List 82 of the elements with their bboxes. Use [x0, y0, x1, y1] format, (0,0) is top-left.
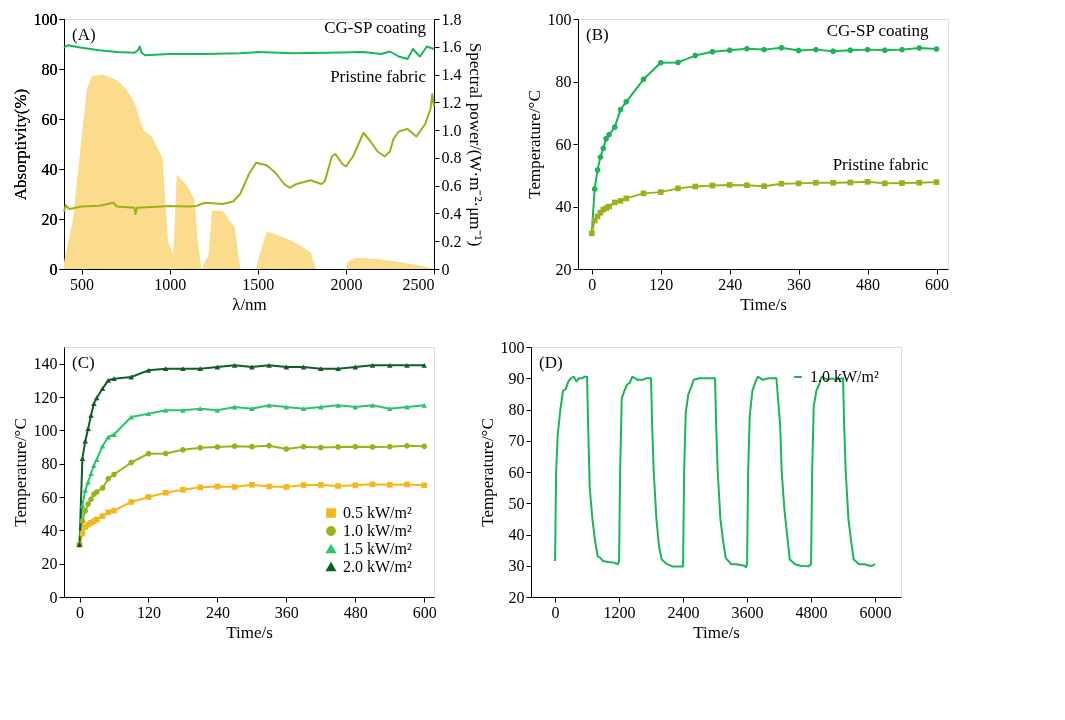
series-label: Pristine fabric — [330, 67, 427, 86]
y-tick-label: 30 — [508, 557, 525, 575]
x-tick-label: 240 — [718, 275, 743, 293]
y-tick-label: 100 — [547, 10, 572, 28]
y-tick-label: 80 — [508, 401, 525, 418]
x-tick-label: 360 — [274, 603, 299, 621]
x-tick-label: 500 — [70, 275, 95, 293]
y-tick-label: 20 — [508, 588, 525, 606]
y-tick-label: 40 — [41, 160, 58, 178]
y2-tick-label: 1.0 — [441, 121, 462, 139]
x-tick-label: 2000 — [330, 275, 363, 293]
legend-label: 2.0 kW/m² — [343, 558, 412, 575]
x-tick-label: 120 — [649, 275, 674, 293]
y-tick-label: 50 — [508, 494, 525, 512]
x-tick-label: 240 — [205, 603, 230, 621]
series-label: CG-SP coating — [324, 18, 427, 38]
x-tick-label: 480 — [856, 275, 881, 293]
y-tick-label: 40 — [508, 526, 525, 543]
y-tick-label: 80 — [41, 455, 58, 473]
y2-tick-label: 0 — [441, 260, 450, 278]
x-tick-label: 600 — [412, 603, 437, 621]
chart-title: (C) — [72, 353, 95, 372]
y-tick-label: 90 — [508, 369, 525, 387]
x-tick-label: 360 — [787, 275, 812, 293]
y-tick-label: 100 — [33, 421, 58, 439]
y-tick-label: 0 — [49, 588, 58, 606]
y2-tick-label: 0.6 — [441, 177, 462, 195]
y-tick-label: 40 — [555, 198, 572, 215]
legend-label: 1.5 kW/m² — [343, 540, 412, 557]
y-tick-label: 100 — [33, 10, 58, 28]
x-tick-label: 4800 — [795, 603, 828, 621]
y2-tick-label: 1.6 — [441, 38, 462, 56]
y-axis-title: Temperature/°C — [10, 418, 30, 527]
x-tick-label: 0 — [588, 275, 597, 293]
y2-tick-label: 1.4 — [441, 66, 462, 84]
x-axis-title: Time/s — [740, 294, 787, 314]
x-tick-label: 0 — [76, 603, 85, 621]
y-axis-title: Temperature/°C — [477, 418, 497, 527]
chart-title: (B) — [586, 25, 609, 44]
y-tick-label: 140 — [33, 355, 58, 373]
y2-tick-label: 0.8 — [441, 149, 462, 167]
y-tick-label: 80 — [41, 60, 58, 78]
y2-tick-label: 1.2 — [441, 93, 462, 111]
x-axis-title: Time/s — [693, 622, 740, 642]
legend-label: 1.0 kW/m² — [810, 368, 879, 385]
y2-axis-title: Spectral power/(W·m⁻²·μm⁻¹) — [465, 42, 485, 247]
y-tick-label: 60 — [555, 135, 572, 153]
x-tick-label: 480 — [343, 603, 368, 621]
series-label: Pristine fabric — [832, 154, 929, 174]
legend-label: 1.0 kW/m² — [343, 522, 412, 539]
y-axis-title: Temperature/°C — [524, 90, 544, 199]
y-tick-label: 80 — [555, 73, 572, 90]
y-tick-label: 20 — [41, 210, 58, 228]
x-tick-label: 600 — [925, 275, 950, 293]
x-tick-label: 2400 — [667, 603, 700, 621]
x-tick-label: 1200 — [603, 603, 636, 621]
x-tick-label: 1000 — [154, 275, 187, 293]
y-tick-label: 20 — [555, 260, 572, 278]
y2-tick-label: 1.8 — [441, 10, 462, 28]
y-tick-label: 20 — [41, 555, 58, 573]
y-tick-label: 60 — [41, 488, 58, 506]
x-tick-label: 2500 — [402, 275, 435, 293]
y-tick-label: 60 — [508, 463, 525, 481]
x-axis-title: λ/nm — [232, 294, 267, 314]
y-axis-title: Absorptivity(%) — [10, 88, 30, 201]
chart-title: (D) — [539, 353, 563, 372]
x-axis-title: Time/s — [226, 622, 273, 642]
series-label: CG-SP coating — [826, 20, 930, 40]
y-tick-label: 0 — [49, 260, 58, 278]
x-tick-label: 1500 — [242, 275, 275, 293]
y-tick-label: 60 — [41, 110, 58, 128]
y-tick-label: 100 — [500, 338, 525, 356]
x-tick-label: 6000 — [859, 603, 892, 621]
y-tick-label: 70 — [508, 432, 525, 450]
y2-tick-label: 0.2 — [441, 232, 462, 250]
y-tick-label: 40 — [41, 521, 58, 539]
x-tick-label: 120 — [136, 603, 161, 621]
legend-label: 0.5 kW/m² — [343, 504, 412, 521]
x-tick-label: 3600 — [731, 603, 764, 621]
y2-tick-label: 0.4 — [441, 204, 462, 222]
chart-title: (A) — [72, 25, 96, 44]
y-tick-label: 120 — [33, 388, 58, 406]
